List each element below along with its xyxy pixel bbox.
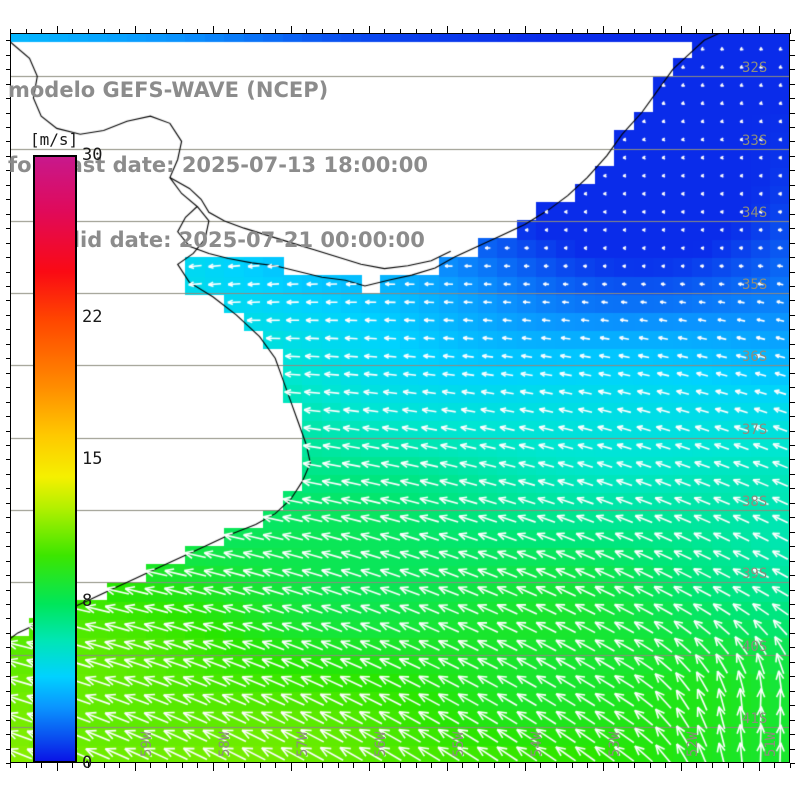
longitude-label: 51W [762, 731, 779, 757]
latitude-label: 37S [742, 421, 768, 438]
latitude-label: 39S [742, 566, 768, 583]
axis-ticks-bottom [10, 763, 791, 771]
longitude-label: 56W [372, 731, 389, 757]
latitude-label: 36S [742, 349, 768, 366]
colorbar-tick-label: 0 [82, 753, 93, 773]
latitude-label: 41S [742, 710, 768, 727]
latitude-label: 38S [742, 494, 768, 511]
colorbar-gradient [33, 155, 77, 763]
latitude-label: 35S [742, 277, 768, 294]
longitude-label: 59W [138, 731, 155, 757]
longitude-label: 52W [684, 731, 701, 757]
longitude-label: 55W [450, 731, 467, 757]
axis-ticks-right [790, 33, 798, 764]
latitude-label: 40S [742, 638, 768, 655]
longitude-label: 53W [606, 731, 623, 757]
colorbar-tick-label: 22 [82, 307, 103, 328]
map-plot-area[interactable] [10, 33, 790, 763]
colorbar-tick-label: 30 [82, 145, 103, 165]
colorbar [33, 155, 77, 763]
colorbar-unit-label: [m/s] [30, 130, 79, 149]
longitude-label: 58W [216, 731, 233, 757]
colorbar-tick-label: 8 [82, 590, 93, 611]
colorbar-tick-label: 15 [82, 449, 103, 469]
longitude-label: 54W [528, 731, 545, 757]
latitude-label: 34S [742, 204, 768, 221]
latitude-label: 33S [742, 132, 768, 149]
longitude-label: 57W [294, 731, 311, 757]
latitude-label: 32S [742, 60, 768, 77]
wind-field-canvas [10, 33, 790, 763]
